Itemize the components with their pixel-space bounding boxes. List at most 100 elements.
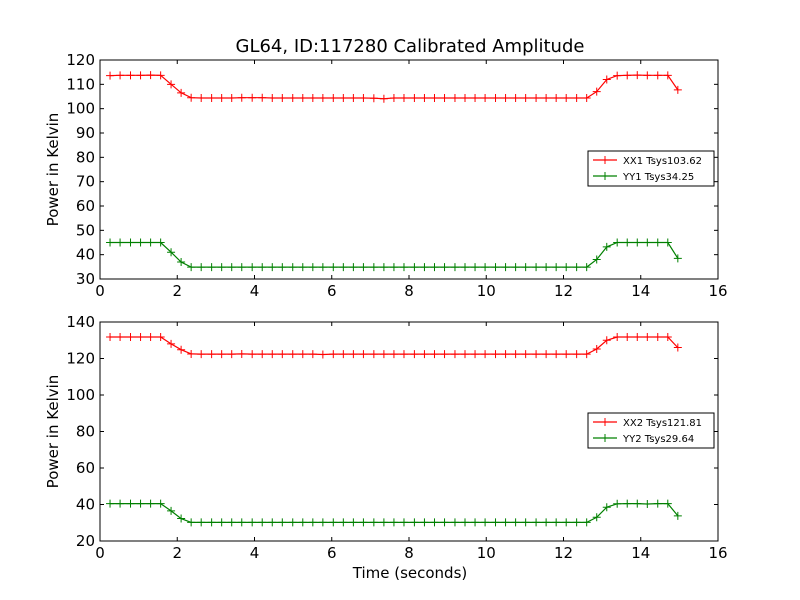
data-point [156, 71, 165, 80]
data-point [613, 499, 622, 508]
data-point [217, 350, 226, 359]
data-point [663, 71, 672, 80]
data-point [217, 263, 226, 272]
data-point [308, 93, 317, 102]
data-point [187, 263, 196, 272]
data-point [582, 350, 591, 359]
data-point [653, 499, 662, 508]
y-tick-label: 100 [66, 100, 95, 118]
data-point [389, 263, 398, 272]
data-point [339, 518, 348, 527]
data-point [308, 263, 317, 272]
data-point [582, 93, 591, 102]
data-point [126, 332, 135, 341]
data-point [542, 93, 551, 102]
data-point [288, 518, 297, 527]
data-point [379, 518, 388, 527]
data-point [187, 518, 196, 527]
data-point [308, 518, 317, 527]
data-point [440, 518, 449, 527]
data-point [491, 93, 500, 102]
y-tick-label: 140 [66, 313, 95, 331]
data-point [592, 345, 601, 354]
data-point [440, 350, 449, 359]
data-point [643, 71, 652, 80]
data-point [187, 349, 196, 358]
data-point [349, 518, 358, 527]
data-point [613, 332, 622, 341]
data-point [471, 93, 480, 102]
data-point [288, 350, 297, 359]
y-tick-label: 120 [66, 350, 95, 368]
data-point [268, 93, 277, 102]
data-point [227, 350, 236, 359]
data-point [461, 350, 470, 359]
data-point [410, 263, 419, 272]
data-point [116, 238, 125, 247]
data-point [633, 71, 642, 80]
data-point [136, 71, 145, 80]
data-point [136, 238, 145, 247]
data-point [440, 93, 449, 102]
data-point [602, 336, 611, 345]
x-tick-label: 8 [404, 282, 414, 300]
y-tick-label: 90 [76, 124, 95, 142]
data-point [298, 518, 307, 527]
data-point [572, 518, 581, 527]
data-point [167, 80, 176, 89]
data-point [471, 263, 480, 272]
x-tick-label: 6 [327, 544, 337, 562]
data-point [653, 238, 662, 247]
data-point [248, 263, 257, 272]
data-point [532, 263, 541, 272]
data-point [197, 93, 206, 102]
data-point [602, 503, 611, 512]
data-point [592, 255, 601, 264]
data-point [602, 242, 611, 251]
data-point [450, 518, 459, 527]
data-point [673, 343, 682, 352]
data-point [329, 93, 338, 102]
data-point [116, 71, 125, 80]
data-point [633, 499, 642, 508]
data-point [106, 71, 115, 80]
data-point [501, 263, 510, 272]
data-point [461, 263, 470, 272]
data-point [501, 93, 510, 102]
data-point [136, 332, 145, 341]
data-point [643, 238, 652, 247]
data-point [420, 350, 429, 359]
data-point [450, 263, 459, 272]
data-point [562, 93, 571, 102]
x-tick-label: 2 [172, 544, 182, 562]
data-point [602, 75, 611, 84]
data-point [673, 511, 682, 520]
data-point [227, 93, 236, 102]
data-point [248, 518, 257, 527]
x-tick-label: 16 [708, 544, 727, 562]
y-tick-label: 70 [76, 173, 95, 191]
data-point [410, 518, 419, 527]
data-point [399, 518, 408, 527]
x-tick-label: 0 [95, 544, 105, 562]
data-point [521, 263, 530, 272]
data-point [227, 263, 236, 272]
data-point [663, 332, 672, 341]
data-point [572, 93, 581, 102]
data-point [258, 518, 267, 527]
data-point [511, 350, 520, 359]
data-point [552, 518, 561, 527]
data-point [552, 350, 561, 359]
data-point [278, 263, 287, 272]
y-tick-label: 80 [76, 148, 95, 166]
data-point [542, 263, 551, 272]
data-point [248, 350, 257, 359]
data-point [187, 93, 196, 102]
data-point [156, 499, 165, 508]
bottom-panel: 0 2 4 6 8 10 12 14 16 20 40 60 80 100 120 140 Power in K… [44, 313, 728, 562]
data-point [643, 499, 652, 508]
data-point [420, 93, 429, 102]
data-point [156, 332, 165, 341]
data-point [389, 518, 398, 527]
data-point [369, 94, 378, 103]
